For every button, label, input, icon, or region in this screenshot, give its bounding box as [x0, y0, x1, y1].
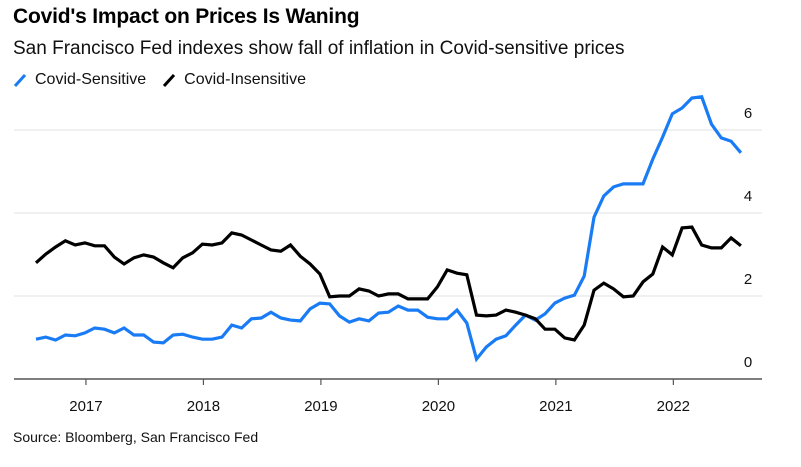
- y-tick-label-4: 4: [744, 188, 752, 205]
- chart-subtitle: San Francisco Fed indexes show fall of i…: [13, 38, 625, 59]
- legend-swatch-covid-sensitive: [13, 73, 27, 87]
- gridlines: [14, 129, 762, 297]
- x-tick-label-2020: 2020: [422, 398, 455, 415]
- x-axis: 2017 2018 2019 2020 2021 2022: [14, 378, 762, 415]
- legend: Covid-Sensitive Covid-Insensitive: [13, 71, 322, 89]
- chart-title: Covid's Impact on Prices Is Waning: [13, 5, 360, 28]
- y-tick-label-2: 2: [744, 271, 752, 288]
- source-note: Source: Bloomberg, San Francisco Fed: [13, 429, 259, 445]
- legend-swatch-covid-insensitive: [163, 73, 176, 87]
- series-line-covid-sensitive: [35, 95, 743, 363]
- y-tick-label-6: 6: [744, 105, 752, 122]
- x-tick-label-2019: 2019: [304, 398, 337, 415]
- y-tick-label-0: 0: [744, 354, 752, 371]
- legend-label-covid-insensitive: Covid-Insensitive: [184, 71, 306, 88]
- legend-label-covid-sensitive: Covid-Sensitive: [35, 71, 147, 88]
- series-line-covid-insensitive: [34, 225, 742, 342]
- x-tick-label-2018: 2018: [187, 398, 220, 415]
- x-tick-label-2022: 2022: [657, 398, 690, 415]
- x-tick-label-2021: 2021: [539, 398, 572, 415]
- legend-item-covid-sensitive: Covid-Sensitive: [13, 71, 146, 89]
- series-lines: [34, 95, 743, 363]
- legend-item-covid-insensitive: Covid-Insensitive: [162, 71, 306, 89]
- x-tick-label-2017: 2017: [69, 398, 102, 415]
- y-axis: 0 2 4 6: [744, 105, 752, 371]
